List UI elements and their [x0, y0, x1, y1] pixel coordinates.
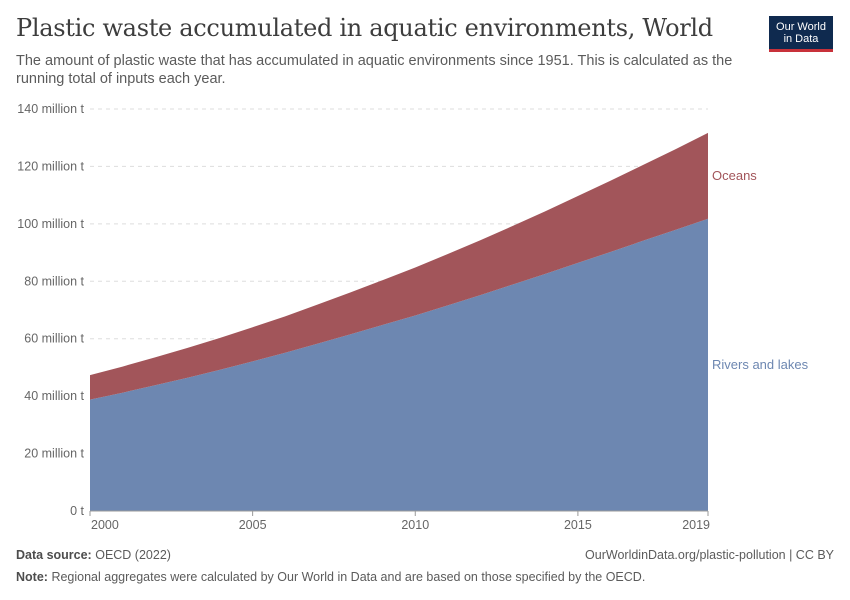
- area-chart: 0 t 20 million t 40 million t 60 million t 8…: [17, 102, 809, 532]
- y-tick-label: 120 million t: [17, 159, 84, 173]
- series-label[interactable]: Oceans: [712, 168, 757, 183]
- owid-logo[interactable]: Our World in Data: [769, 16, 833, 52]
- data-source-label: Data source:: [16, 548, 92, 562]
- y-tick-label: 0 t: [70, 504, 84, 518]
- logo-line-2: in Data: [783, 33, 819, 45]
- x-tick-label: 2010: [401, 518, 429, 532]
- x-tick-label: 2005: [239, 518, 267, 532]
- x-tick-label: 2015: [564, 518, 592, 532]
- y-tick-label: 60 million t: [24, 332, 84, 346]
- y-tick-label: 40 million t: [24, 389, 84, 403]
- source-url[interactable]: OurWorldinData.org/plastic-pollution | C…: [585, 548, 834, 562]
- chart-subtitle: The amount of plastic waste that has acc…: [16, 53, 733, 87]
- x-tick-label: 2000: [91, 518, 119, 532]
- y-tick-label: 100 million t: [17, 217, 84, 231]
- data-source: Data source: OECD (2022): [16, 548, 171, 562]
- series-labels: Rivers and lakes Oceans: [712, 168, 809, 372]
- y-tick-label: 140 million t: [17, 102, 84, 116]
- data-source-value[interactable]: OECD (2022): [95, 548, 171, 562]
- y-axis: 0 t 20 million t 40 million t 60 million t 8…: [17, 102, 84, 518]
- chart-note: Note: Regional aggregates were calculate…: [16, 570, 645, 584]
- x-axis: 2000 2005 2010 2015 2019: [89, 510, 710, 532]
- logo-line-1: Our World: [776, 21, 826, 33]
- area-series-0[interactable]: [90, 218, 708, 511]
- y-tick-label: 80 million t: [24, 274, 84, 288]
- y-tick-label: 20 million t: [24, 447, 84, 461]
- area-series-1[interactable]: [90, 132, 708, 400]
- note-value: Regional aggregates were calculated by O…: [51, 570, 646, 584]
- note-label: Note:: [16, 570, 48, 584]
- chart-title: Plastic waste accumulated in aquatic env…: [16, 14, 713, 42]
- chart-areas: [90, 132, 708, 511]
- x-tick-label: 2019: [682, 518, 710, 532]
- series-label[interactable]: Rivers and lakes: [712, 357, 809, 372]
